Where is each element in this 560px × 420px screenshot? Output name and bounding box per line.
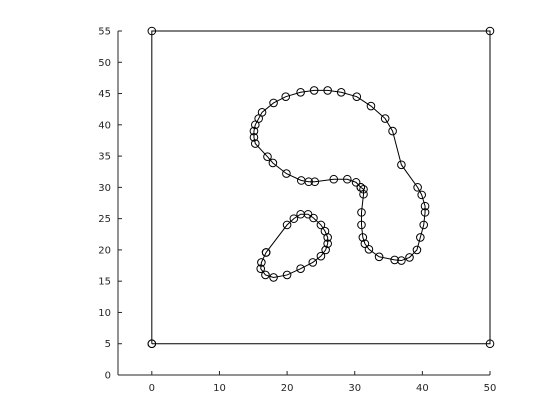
x-tick-label: 40 xyxy=(416,383,429,394)
y-tick-label: 5 xyxy=(105,339,111,350)
data-point xyxy=(419,220,429,230)
data-point xyxy=(485,26,495,36)
data-point xyxy=(147,26,157,36)
x-tick-label: 20 xyxy=(281,383,294,394)
data-point xyxy=(316,251,326,261)
data-point xyxy=(364,244,374,254)
data-point xyxy=(358,233,368,242)
data-point xyxy=(356,183,366,192)
data-point xyxy=(249,126,259,136)
data-point xyxy=(359,184,368,194)
data-point xyxy=(336,87,346,97)
series-line xyxy=(253,89,426,262)
data-point xyxy=(309,86,319,95)
data-point xyxy=(296,176,306,185)
x-tick-label: 10 xyxy=(213,383,226,394)
data-point xyxy=(417,190,426,200)
data-point xyxy=(357,208,366,217)
data-point xyxy=(352,92,362,101)
series-line xyxy=(260,213,329,278)
data-point xyxy=(282,169,291,178)
data-point xyxy=(380,114,390,123)
y-tick-label: 45 xyxy=(98,89,111,100)
data-point xyxy=(257,258,266,267)
data-point xyxy=(268,158,278,168)
data-point xyxy=(357,220,366,230)
data-point xyxy=(420,201,430,211)
axes: 0 10 20 30 40 50 0 5 10 15 20 25 30 35 40 45 50 55 xyxy=(98,27,496,395)
data-point xyxy=(249,133,259,142)
y-tick-label: 30 xyxy=(98,183,111,194)
data-point xyxy=(416,233,425,242)
series-1 xyxy=(147,26,495,349)
data-point xyxy=(413,183,422,192)
data-point xyxy=(405,253,414,262)
data-point xyxy=(281,92,291,101)
y-tick-label: 35 xyxy=(98,152,111,163)
data-point xyxy=(296,87,305,97)
series-3 xyxy=(256,209,332,282)
data-point xyxy=(289,214,299,223)
data-point xyxy=(316,220,326,230)
data-point xyxy=(269,98,278,108)
data-point xyxy=(323,86,332,95)
data-point xyxy=(310,177,320,187)
data-point xyxy=(388,126,397,136)
data-point xyxy=(251,139,260,148)
data-point xyxy=(320,226,330,236)
y-tick-label: 55 xyxy=(98,27,111,38)
y-tick-label: 10 xyxy=(98,308,111,319)
data-point xyxy=(412,245,422,255)
data-point xyxy=(261,248,271,257)
data-point xyxy=(257,108,267,117)
data-point xyxy=(323,239,332,248)
data-point xyxy=(397,160,406,170)
data-point xyxy=(296,209,305,219)
data-point xyxy=(282,220,292,230)
data-point xyxy=(263,152,272,162)
y-tick-label: 15 xyxy=(98,277,111,288)
y-tick-label: 0 xyxy=(105,371,111,382)
data-point xyxy=(342,174,352,184)
data-point xyxy=(351,178,361,187)
data-point xyxy=(390,255,399,265)
y-ticks: 0 5 10 15 20 25 30 35 40 45 50 55 xyxy=(98,27,122,382)
data-point xyxy=(329,174,339,184)
plot-area xyxy=(147,26,495,349)
data-point xyxy=(360,239,370,248)
series-line xyxy=(151,30,491,345)
series-2 xyxy=(249,86,430,265)
data-point xyxy=(321,245,330,255)
data-point xyxy=(296,264,305,273)
y-tick-label: 25 xyxy=(98,214,111,225)
x-tick-label: 30 xyxy=(348,383,361,394)
y-tick-label: 20 xyxy=(98,245,111,256)
data-point xyxy=(374,252,384,262)
data-point xyxy=(485,339,495,349)
x-ticks: 0 10 20 30 40 50 xyxy=(149,371,497,394)
data-point xyxy=(308,258,318,267)
x-tick-label: 0 xyxy=(149,383,155,394)
data-point xyxy=(420,208,430,217)
data-point xyxy=(269,273,278,282)
data-point xyxy=(261,270,270,280)
data-point xyxy=(366,101,376,111)
data-point xyxy=(147,339,157,349)
data-point xyxy=(256,264,266,273)
x-tick-label: 50 xyxy=(484,383,497,394)
y-tick-label: 50 xyxy=(98,58,111,69)
data-point xyxy=(397,256,406,265)
y-tick-label: 40 xyxy=(98,120,111,131)
data-point xyxy=(282,270,292,280)
